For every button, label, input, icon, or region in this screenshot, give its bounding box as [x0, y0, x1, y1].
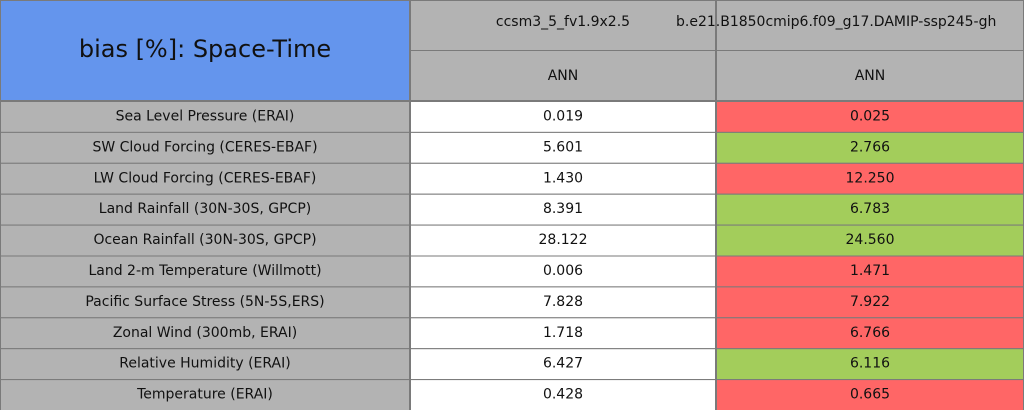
row-label-cell	[0, 162, 410, 195]
value-text: 6.766	[850, 325, 890, 341]
value-text: 8.391	[543, 201, 583, 217]
value-text: 6.427	[543, 356, 583, 372]
row-label: Sea Level Pressure (ERAI)	[116, 108, 295, 124]
row-label-cell	[0, 348, 410, 381]
value-text: 6.116	[850, 356, 890, 372]
value-cell	[716, 379, 1024, 410]
row-label-cell	[0, 286, 410, 319]
value-text: 0.428	[543, 387, 583, 403]
value-cell	[410, 193, 716, 226]
value-text: 7.922	[850, 294, 890, 310]
row-label: Ocean Rainfall (30N-30S, GPCP)	[93, 232, 316, 248]
value-text: 5.601	[543, 139, 583, 155]
value-cell	[410, 131, 716, 164]
value-cell	[410, 379, 716, 410]
value-text: 24.560	[846, 232, 895, 248]
column-header-cell	[716, 0, 1024, 51]
column-period: ANN	[548, 68, 579, 84]
value-cell	[410, 286, 716, 319]
period-header-cell	[410, 50, 716, 101]
row-label: Land Rainfall (30N-30S, GPCP)	[99, 201, 311, 217]
value-text: 6.783	[850, 201, 890, 217]
value-text: 0.006	[543, 263, 583, 279]
value-text: 1.471	[850, 263, 890, 279]
value-cell	[716, 101, 1024, 133]
value-text: 1.430	[543, 170, 583, 186]
value-cell	[716, 317, 1024, 350]
value-text: 2.766	[850, 139, 890, 155]
title-cell	[0, 0, 410, 101]
value-cell	[410, 255, 716, 288]
column-period: ANN	[855, 68, 886, 84]
column-header-cell	[410, 0, 716, 51]
value-cell	[410, 224, 716, 257]
value-cell	[716, 193, 1024, 226]
row-label: Pacific Surface Stress (5N-5S,ERS)	[85, 294, 324, 310]
column-name: b.e21.B1850cmip6.f09_g17.DAMIP-ssp245-gh	[676, 14, 996, 30]
row-label: Temperature (ERAI)	[136, 387, 273, 403]
value-cell	[410, 348, 716, 381]
value-cell	[716, 224, 1024, 257]
row-label-cell	[0, 317, 410, 350]
row-label: SW Cloud Forcing (CERES-EBAF)	[92, 139, 317, 155]
row-label: Land 2-m Temperature (Willmott)	[88, 263, 321, 279]
row-label-cell	[0, 101, 410, 133]
row-label-cell	[0, 255, 410, 288]
value-text: 12.250	[846, 170, 895, 186]
value-text: 7.828	[543, 294, 583, 310]
value-text: 0.019	[543, 108, 583, 124]
row-label: LW Cloud Forcing (CERES-EBAF)	[94, 170, 317, 186]
value-text: 1.718	[543, 325, 583, 341]
value-cell	[716, 255, 1024, 288]
value-text: 28.122	[539, 232, 588, 248]
column-name: ccsm3_5_fv1.9x2.5	[496, 14, 630, 30]
row-label: Zonal Wind (300mb, ERAI)	[113, 325, 297, 341]
row-label-cell	[0, 224, 410, 257]
row-label: Relative Humidity (ERAI)	[119, 356, 290, 372]
value-text: 0.665	[850, 387, 890, 403]
period-header-cell	[716, 50, 1024, 101]
table-title: bias [%]: Space-Time	[79, 35, 331, 63]
value-text: 0.025	[850, 108, 890, 124]
value-cell	[410, 317, 716, 350]
value-cell	[716, 162, 1024, 195]
row-label-cell	[0, 379, 410, 410]
